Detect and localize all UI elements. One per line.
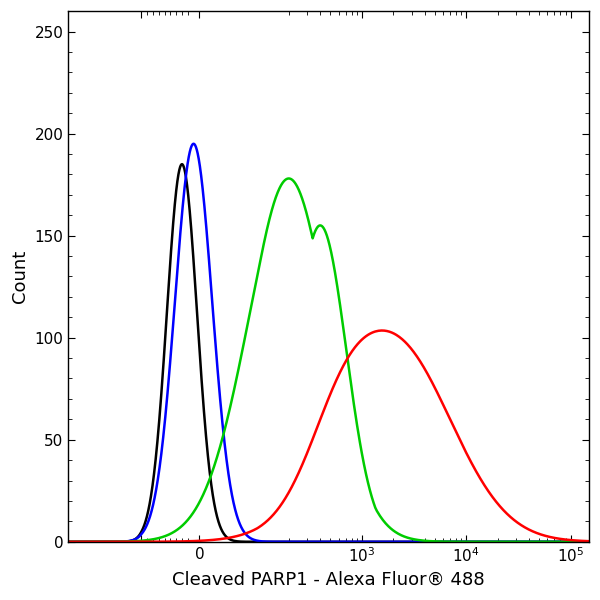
Y-axis label: Count: Count (11, 250, 29, 303)
X-axis label: Cleaved PARP1 - Alexa Fluor® 488: Cleaved PARP1 - Alexa Fluor® 488 (172, 571, 485, 589)
